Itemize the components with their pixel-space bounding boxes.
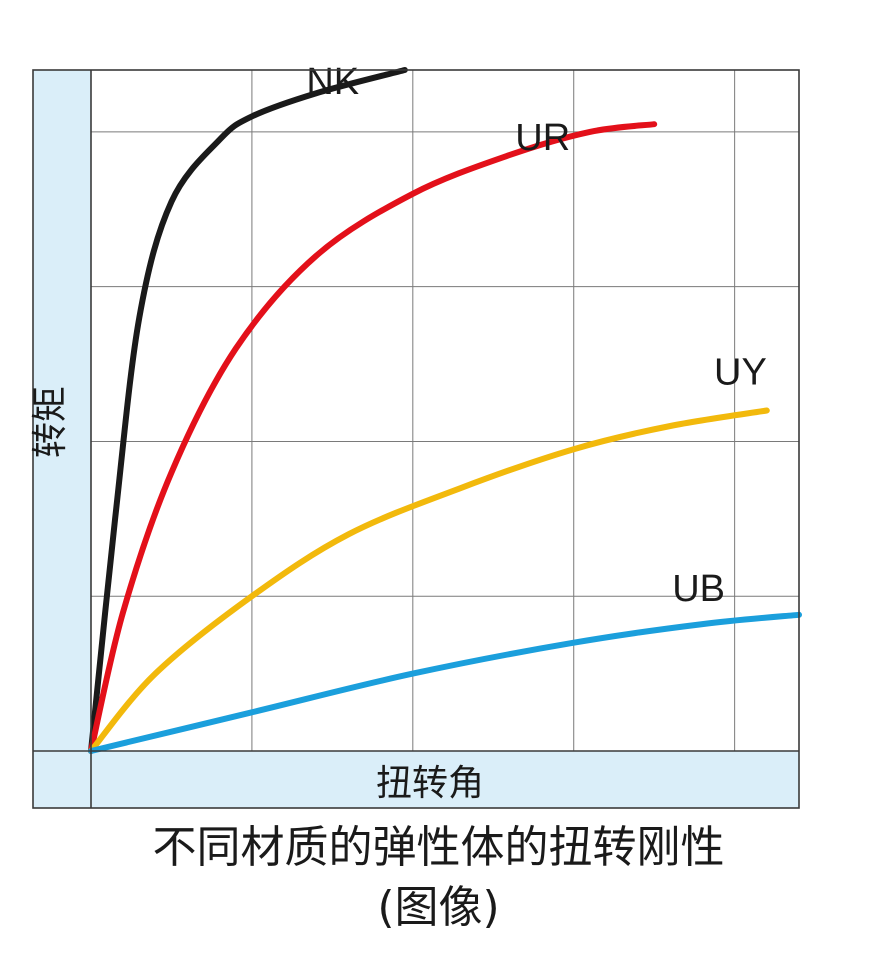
series-line-uy [88, 407, 770, 754]
series-label-ub: UB [672, 568, 725, 610]
x-axis-band [33, 751, 799, 808]
y-axis-label: 转矩 [30, 386, 71, 458]
series-line-ub [88, 611, 802, 754]
series-line-nk [88, 67, 408, 754]
series-label-nk: NK [306, 61, 359, 103]
series-lines [88, 67, 802, 754]
series-line-ur [88, 121, 658, 754]
series-label-uy: UY [714, 352, 767, 394]
y-axis-band [33, 70, 91, 808]
grid-lines [91, 70, 799, 751]
x-axis-label: 扭转角 [376, 763, 484, 804]
chart-caption-note: (图像) [377, 882, 500, 933]
series-labels: NK UR UY UB [306, 61, 766, 610]
chart-caption: 不同材质的弹性体的扭转刚性 [152, 822, 725, 873]
series-label-ur: UR [515, 117, 570, 159]
chart-frame [32, 69, 800, 809]
